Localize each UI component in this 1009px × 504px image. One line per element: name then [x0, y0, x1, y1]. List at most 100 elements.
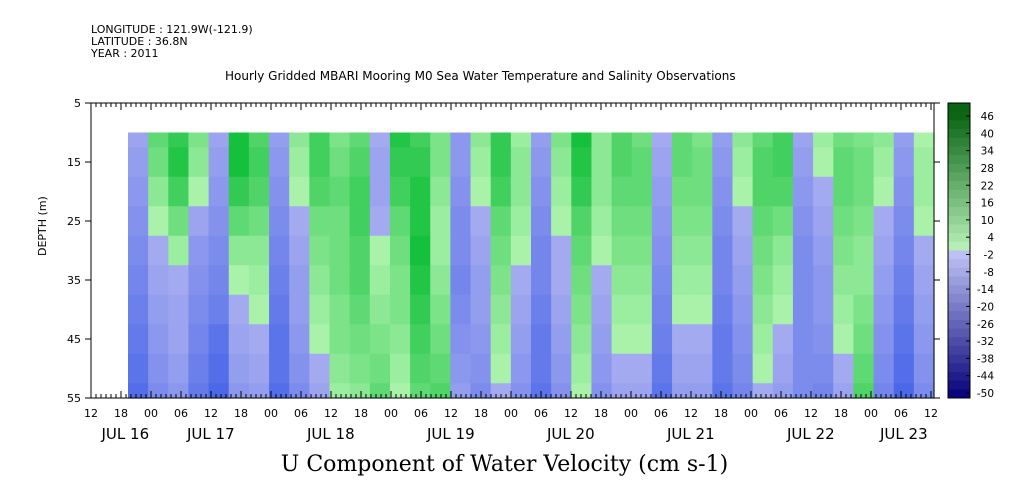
heatmap-cell [410, 324, 431, 355]
x-tick-label: 00 [264, 407, 278, 420]
x-tick-label: 06 [294, 407, 308, 420]
heatmap-cell [712, 147, 734, 178]
heatmap-cell [692, 132, 713, 148]
heatmap-cell [128, 383, 149, 399]
heatmap-cell [893, 147, 915, 178]
heatmap-cell [430, 132, 451, 148]
heatmap-cell [873, 294, 895, 325]
heatmap-cell [430, 147, 451, 178]
heatmap-cell [248, 132, 270, 148]
heatmap-cell [208, 294, 230, 325]
heatmap-cell [470, 294, 492, 325]
heatmap-cell [672, 132, 693, 148]
heatmap-cell [712, 206, 734, 237]
heatmap-cell [792, 206, 814, 237]
heatmap-cell [389, 132, 411, 148]
heatmap-cell [269, 265, 290, 296]
heatmap-cell [148, 206, 169, 237]
heatmap-cell [148, 265, 169, 296]
heatmap-cell [430, 235, 451, 266]
heatmap-cell [732, 235, 754, 266]
heatmap-cell [591, 176, 613, 207]
colorbar-label: 10 [981, 215, 994, 227]
heatmap-cell [188, 383, 210, 399]
heatmap-cell [389, 265, 411, 296]
heatmap-cell [128, 235, 149, 266]
heatmap-cell [893, 324, 915, 355]
heatmap-cell [248, 324, 270, 355]
heatmap-cell [913, 235, 935, 266]
heatmap-cell [248, 294, 270, 325]
colorbar-swatch [948, 189, 970, 199]
colorbar-swatch [948, 198, 970, 208]
heatmap-cell [148, 176, 169, 207]
heatmap-cell [531, 294, 552, 325]
heatmap-cell [692, 147, 713, 178]
heatmap-cell [813, 206, 834, 237]
heatmap-cell [833, 265, 854, 296]
heatmap-cell [349, 383, 371, 399]
heatmap-cell [611, 383, 633, 399]
heatmap-cell [833, 353, 854, 384]
heatmap-cell [329, 383, 351, 399]
heatmap-cell [873, 206, 895, 237]
heatmap-cell [510, 176, 532, 207]
heatmap-cell [410, 235, 431, 266]
colorbar-swatch [948, 319, 970, 330]
heatmap-cell [591, 265, 613, 296]
heatmap-cell [490, 294, 512, 325]
heatmap-cell [168, 324, 190, 355]
heatmap-cell [369, 353, 391, 384]
heatmap-cell [369, 235, 391, 266]
heatmap-cell [148, 147, 169, 178]
heatmap-cell [369, 147, 391, 178]
heatmap-cell [712, 176, 734, 207]
heatmap-cell [772, 176, 794, 207]
heatmap-cell [208, 353, 230, 384]
colorbar-swatch [948, 111, 970, 121]
heatmap-cell [168, 265, 190, 296]
heatmap-cell [732, 176, 754, 207]
heatmap-cell [289, 176, 310, 207]
heatmap-cell [450, 235, 472, 266]
heatmap-cell [893, 294, 915, 325]
colorbar-swatch [948, 389, 970, 399]
heatmap-cell [389, 383, 411, 399]
heatmap-cell [651, 383, 673, 399]
heatmap-cell [490, 353, 512, 384]
heatmap-cell [792, 353, 814, 384]
heatmap-cell [772, 206, 794, 237]
x-tick-label: 00 [864, 407, 878, 420]
colorbar-label: -44 [977, 371, 994, 383]
x-tick-label: 00 [144, 407, 158, 420]
heatmap-cell [450, 353, 472, 384]
colorbar-label: -26 [977, 319, 994, 331]
heatmap-cell [893, 132, 915, 148]
heatmap-cell [672, 324, 693, 355]
x-tick-label: 12 [444, 407, 458, 420]
heatmap-cell [813, 147, 834, 178]
longitude-text: LONGITUDE : 121.9W(-121.9) [91, 23, 253, 36]
heatmap-cell [873, 235, 895, 266]
heatmap-cell [208, 132, 230, 148]
heatmap-cell [551, 294, 572, 325]
heatmap-cell [651, 294, 673, 325]
x-day-label: JUL 19 [426, 425, 475, 443]
heatmap-cell [571, 206, 593, 237]
colorbar-swatch [948, 129, 970, 139]
heatmap-cell [389, 294, 411, 325]
heatmap-cell [672, 353, 693, 384]
heatmap-cell [510, 235, 532, 266]
y-tick-label: 35 [67, 274, 81, 287]
x-tick-label: 00 [384, 407, 398, 420]
x-day-label: JUL 17 [186, 425, 235, 443]
heatmap-cell [510, 294, 532, 325]
colorbar-label: -14 [977, 284, 994, 296]
heatmap-cell [470, 147, 492, 178]
heatmap-cell [611, 265, 633, 296]
heatmap-cell [450, 265, 472, 296]
heatmap-cell [772, 147, 794, 178]
heatmap-cell [490, 147, 512, 178]
colorbar-swatch [948, 285, 970, 295]
colorbar-label: -8 [984, 267, 994, 279]
